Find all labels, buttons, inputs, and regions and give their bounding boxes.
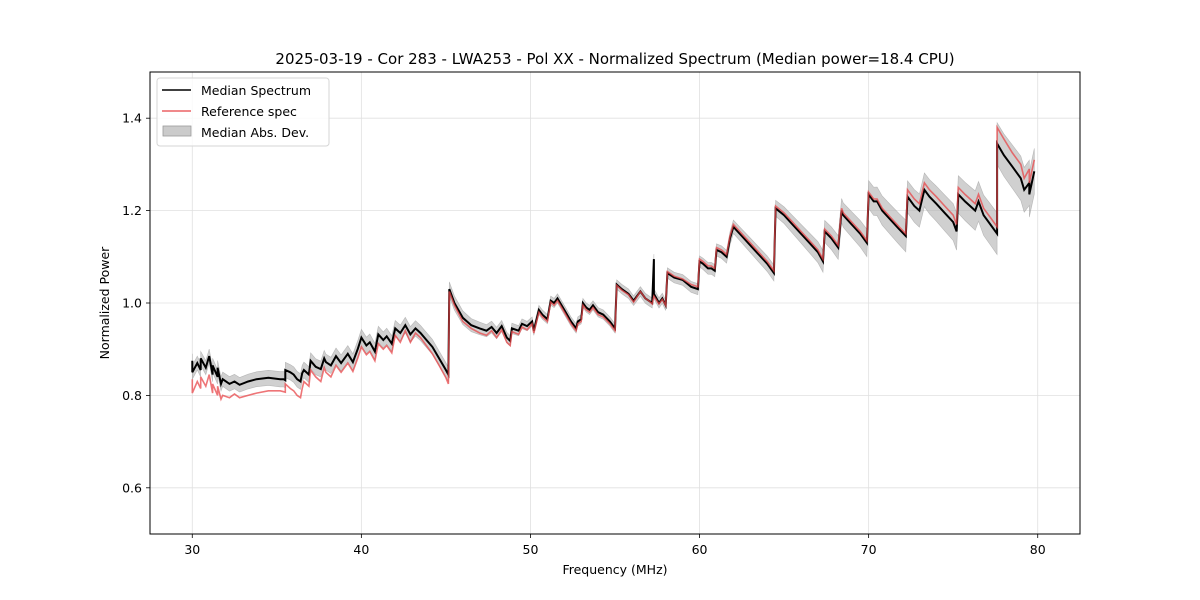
legend-label-reference: Reference spec (201, 104, 297, 119)
y-tick-label: 1.0 (122, 296, 142, 311)
legend-label-median: Median Spectrum (201, 83, 311, 98)
series-layer (191, 124, 1036, 402)
series-line-reference-spec (191, 124, 1036, 402)
x-tick-label: 80 (1030, 542, 1046, 557)
x-tick-label: 70 (861, 542, 877, 557)
y-tick-label: 1.2 (122, 203, 142, 218)
legend-box (156, 77, 330, 147)
y-axis-label: Normalized Power (97, 246, 112, 360)
legend: Median Spectrum Reference spec Median Ab… (156, 77, 330, 147)
y-tick-label: 0.8 (122, 388, 142, 403)
y-axis-ticks: 0.6 0.8 1.0 1.2 1.4 (122, 111, 150, 495)
legend-label-mad: Median Abs. Dev. (201, 125, 309, 140)
x-axis-label: Frequency (MHz) (562, 562, 667, 577)
x-tick-label: 30 (184, 542, 200, 557)
x-axis-ticks: 30 40 50 60 70 80 (184, 534, 1046, 557)
x-tick-label: 50 (523, 542, 539, 557)
chart-title: 2025-03-19 - Cor 283 - LWA253 - Pol XX -… (275, 50, 954, 68)
x-tick-label: 40 (353, 542, 369, 557)
x-tick-label: 60 (692, 542, 708, 557)
legend-swatch-mad (162, 125, 192, 137)
y-tick-label: 1.4 (122, 111, 142, 126)
y-tick-label: 0.6 (122, 480, 142, 495)
grid (150, 72, 1080, 534)
